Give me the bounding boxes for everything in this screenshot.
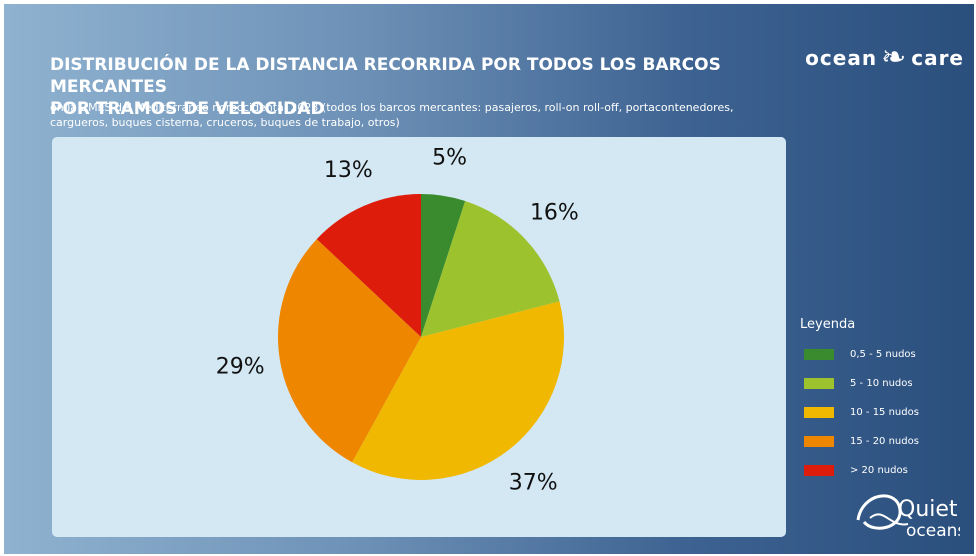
pie-label-3: 37%: [509, 471, 558, 496]
pie-slice-2: [421, 200, 560, 337]
legend-item-2: 5 - 10 nudos: [800, 369, 919, 398]
oceancare-logo-left: ocean: [805, 46, 878, 70]
legend-swatch-4: [804, 436, 834, 447]
pie-slice-4: [278, 239, 421, 463]
slide-background: DISTRIBUCIÓN DE LA DISTANCIA RECORRIDA P…: [4, 4, 974, 554]
quiet-oceans-logo-sub: oceans: [906, 521, 960, 541]
legend-label-3: 10 - 15 nudos: [850, 407, 919, 418]
pie-label-2: 16%: [530, 201, 579, 226]
legend-label-4: 15 - 20 nudos: [850, 436, 919, 447]
legend-title: Leyenda: [800, 317, 856, 332]
legend-swatch-5: [804, 465, 834, 476]
legend-item-5: > 20 nudos: [800, 456, 919, 485]
chart-subtitle-line-1: en la ZMES del Mediterráneo noroccidenta…: [50, 101, 734, 114]
pie-label-1: 5%: [432, 145, 467, 170]
pie-slice-3: [352, 301, 564, 480]
legend-swatch-3: [804, 407, 834, 418]
chart-subtitle: en la ZMES del Mediterráneo noroccidenta…: [50, 100, 750, 130]
legend-items: 0,5 - 5 nudos 5 - 10 nudos 10 - 15 nudos 15…: [800, 340, 919, 485]
legend-item-4: 15 - 20 nudos: [800, 427, 919, 456]
legend: Leyenda 0,5 - 5 nudos 5 - 10 nudos 10 - 15…: [800, 317, 919, 485]
quiet-oceans-logo: Quiet oceans: [850, 484, 966, 544]
pie-label-4: 29%: [216, 355, 265, 380]
pie-slice-5: [316, 194, 421, 337]
chart-title: DISTRIBUCIÓN DE LA DISTANCIA RECORRIDA P…: [50, 54, 770, 120]
legend-item-3: 10 - 15 nudos: [800, 398, 919, 427]
legend-label-5: > 20 nudos: [850, 465, 908, 476]
chart-subtitle-line-2: cargueros, buques cisterna, cruceros, bu…: [50, 116, 400, 129]
legend-swatch-2: [804, 378, 834, 389]
whale-tail-icon: ❧: [881, 40, 908, 75]
chart-panel: 5% 16% 37% 29% 13%: [52, 137, 786, 537]
legend-label-2: 5 - 10 nudos: [850, 378, 913, 389]
quiet-oceans-logo-main: Quiet: [898, 497, 958, 522]
oceancare-logo: ocean ❧ care: [805, 40, 964, 75]
legend-label-1: 0,5 - 5 nudos: [850, 349, 916, 360]
pie-chart: 5% 16% 37% 29% 13%: [216, 145, 579, 496]
chart-title-line-2: POR TRAMOS DE VELOCIDAD: [50, 99, 325, 119]
chart-title-line-1: DISTRIBUCIÓN DE LA DISTANCIA RECORRIDA P…: [50, 55, 721, 97]
pie-label-5: 13%: [324, 158, 373, 183]
legend-swatch-1: [804, 349, 834, 360]
legend-item-1: 0,5 - 5 nudos: [800, 340, 919, 369]
oceancare-logo-right: care: [911, 46, 964, 70]
pie-slice-1: [421, 194, 466, 337]
quiet-oceans-wave-icon: Quiet oceans: [856, 494, 966, 541]
